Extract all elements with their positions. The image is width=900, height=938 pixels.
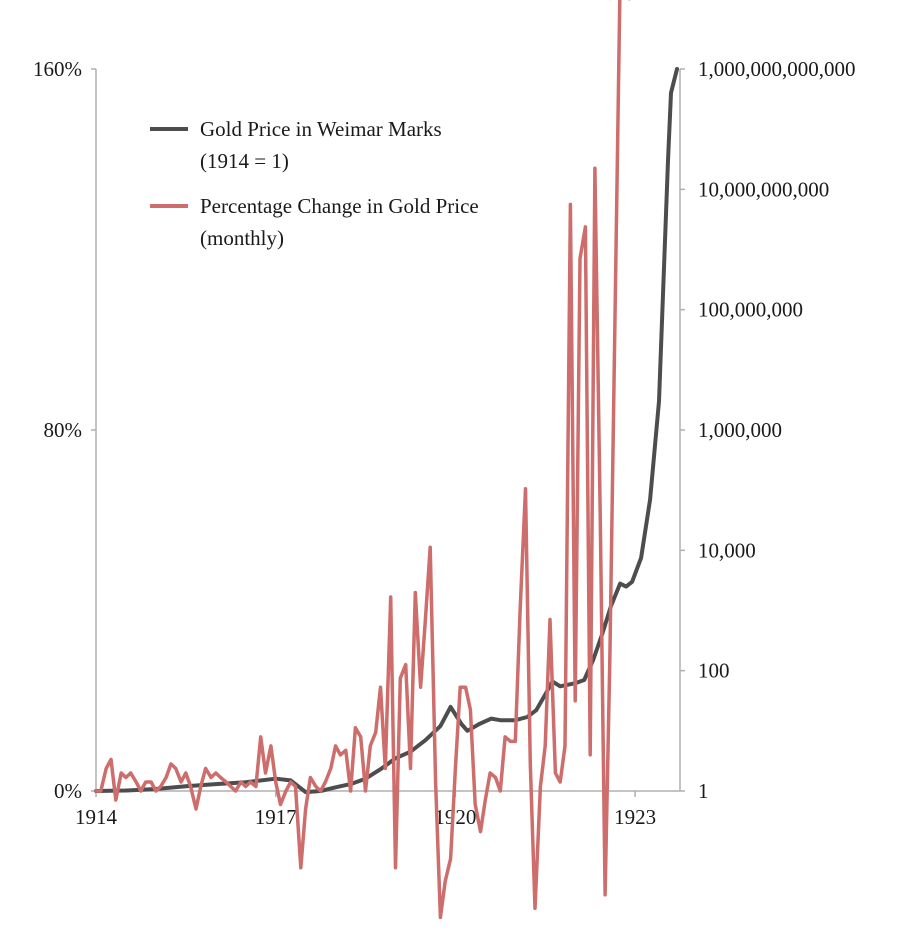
- x-tick-label: 1920: [434, 805, 476, 829]
- left-tick-label: 160%: [33, 57, 82, 81]
- right-tick-label: 1,000,000,000,000: [698, 57, 856, 81]
- axes-layer: 0% 80% 160% 1 100 10,000 1,000,000 100,000,000 1…: [33, 57, 856, 829]
- right-tick-label: 100,000,000: [698, 298, 803, 322]
- pct-series-line: [94, 0, 622, 920]
- legend-label-gold: (1914 = 1): [200, 149, 289, 173]
- right-tick-label: 100: [698, 659, 730, 683]
- x-tick-label: 1917: [255, 805, 297, 829]
- x-tick-label: 1923: [614, 805, 656, 829]
- x-tick-label: 1914: [75, 805, 118, 829]
- right-tick-label: 10,000,000,000: [698, 177, 829, 201]
- right-tick-label: 1,000,000: [698, 418, 782, 442]
- left-tick-label: 80%: [44, 418, 83, 442]
- right-tick-label: 10,000: [698, 538, 756, 562]
- pct-series-layer: [94, 0, 631, 920]
- left-tick-label: 0%: [54, 779, 82, 803]
- legend-label-pct: (monthly): [200, 226, 284, 250]
- legend: Gold Price in Weimar Marks (1914 = 1) Perc…: [150, 117, 479, 250]
- legend-label-gold: Gold Price in Weimar Marks: [200, 117, 442, 141]
- right-tick-label: 1: [698, 779, 709, 803]
- legend-label-pct: Percentage Change in Gold Price: [200, 194, 479, 218]
